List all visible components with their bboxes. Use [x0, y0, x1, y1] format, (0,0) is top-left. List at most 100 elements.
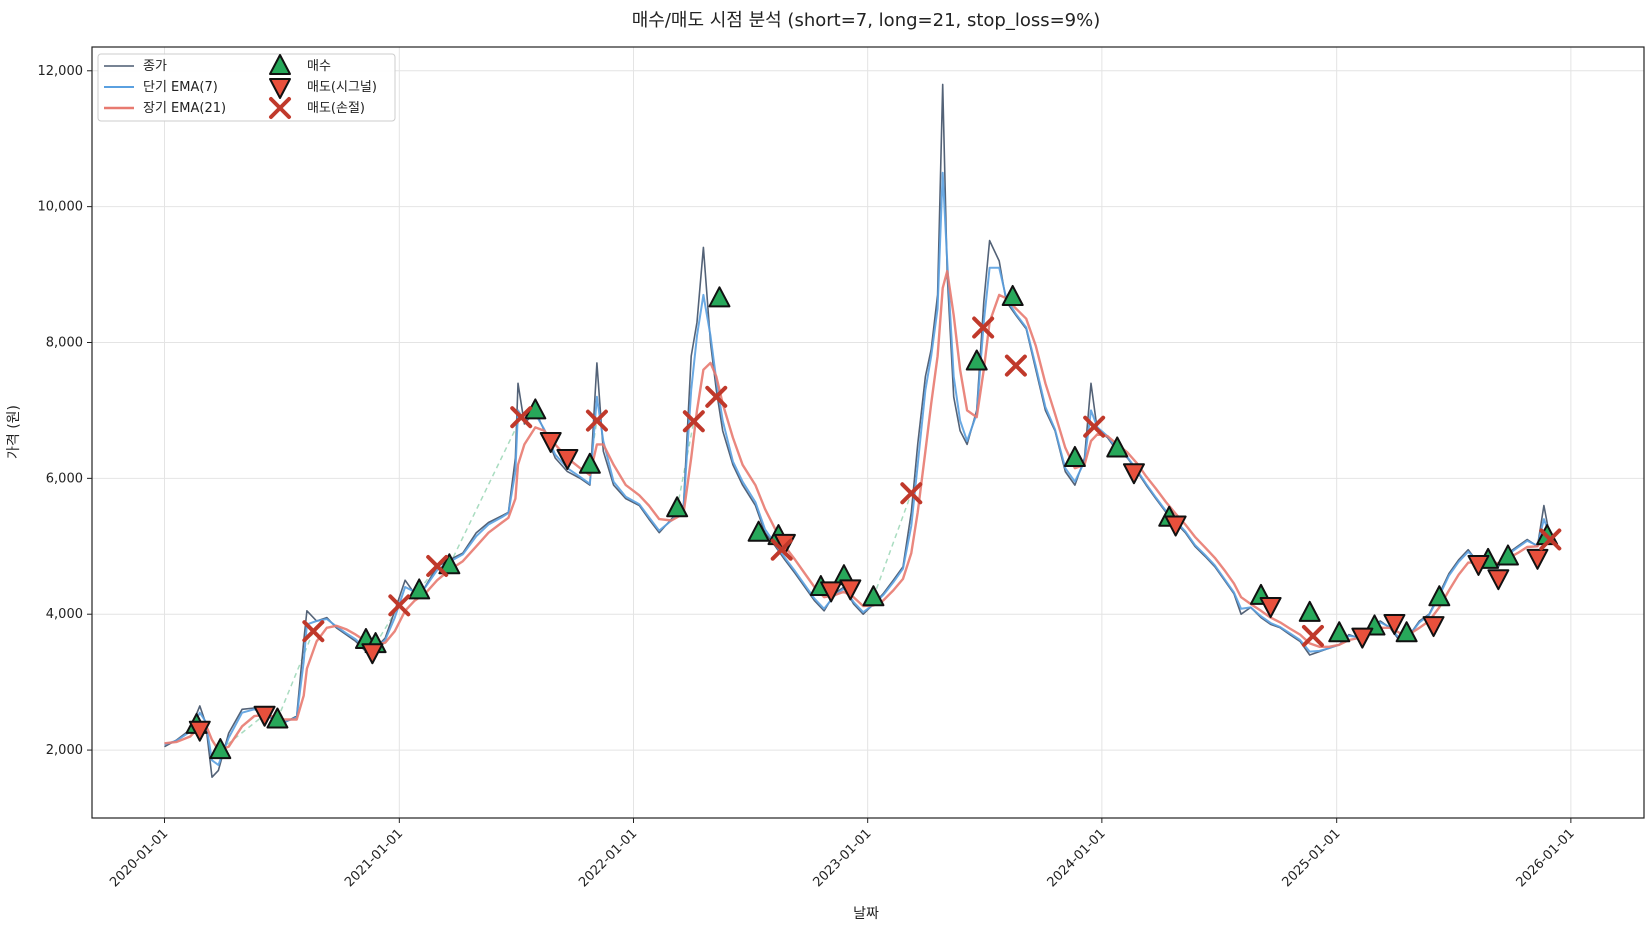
sell-signal-marker — [188, 720, 211, 742]
legend-label: 매도(손절) — [307, 101, 365, 116]
sell-signal-marker — [539, 431, 562, 453]
cross-stroke — [269, 97, 291, 119]
cross-stroke — [972, 316, 995, 339]
y-tick-label: 2,000 — [46, 743, 83, 758]
legend-box — [97, 53, 396, 122]
x-tick-label: 2025-01-01 — [1279, 826, 1343, 890]
cross-stroke — [302, 620, 325, 643]
sell-signal-marker — [1526, 548, 1549, 570]
series-lines — [164, 83, 1552, 779]
stop-loss-marker — [972, 316, 995, 339]
x-axis-title: 날짜 — [853, 906, 879, 922]
x-tick-label: 2020-01-01 — [107, 826, 171, 890]
stop-loss-marker — [1004, 354, 1027, 377]
sell-signal-marker — [1351, 627, 1374, 649]
trade-link — [872, 493, 913, 598]
stop-loss-marker — [1083, 415, 1106, 438]
stop-loss-marker — [510, 406, 533, 429]
cross-stroke — [1083, 415, 1106, 438]
y-tick-label: 10,000 — [38, 200, 84, 215]
legend-label: 종가 — [143, 59, 167, 74]
axis-ticks: 2,000 4,000 6,000 8,000 10,000 12,000 2020-01-… — [38, 64, 1578, 890]
cross-stroke — [388, 594, 411, 617]
legend-sell-swatch — [269, 78, 291, 99]
legend-label: 매수 — [307, 59, 331, 74]
buy-marker — [209, 738, 232, 760]
buy-marker — [1496, 544, 1519, 566]
y-tick-label: 6,000 — [46, 471, 83, 486]
cross-stroke — [1301, 624, 1324, 647]
cross-stroke — [426, 554, 449, 577]
buy-marker — [1106, 436, 1129, 458]
trade-markers — [185, 284, 1562, 760]
sell-signal-marker — [820, 581, 843, 603]
cross-stroke — [682, 410, 705, 433]
legend-label: 매도(시그널) — [307, 80, 377, 95]
sell-signal-marker — [253, 705, 276, 727]
buy-marker — [1001, 284, 1024, 306]
y-tick-label: 12,000 — [38, 64, 84, 79]
buy-marker — [408, 578, 431, 600]
cross-stroke — [1004, 354, 1027, 377]
ema-long-line — [164, 270, 1551, 752]
sell-signal-marker — [1122, 463, 1145, 485]
y-tick-label: 8,000 — [46, 335, 83, 350]
buy-marker — [1063, 445, 1086, 467]
sell-signal-marker — [556, 448, 579, 470]
cross-stroke — [1539, 528, 1562, 551]
buy-marker — [708, 286, 731, 308]
buy-marker — [747, 520, 770, 542]
x-tick-label: 2023-01-01 — [810, 826, 874, 890]
stop-loss-marker — [302, 620, 325, 643]
cross-stroke — [900, 482, 923, 505]
trade-link — [276, 630, 315, 720]
x-tick-label: 2026-01-01 — [1514, 826, 1578, 890]
cross-stroke — [770, 538, 793, 561]
legend-buy-swatch — [269, 54, 291, 75]
ema-short-line — [164, 171, 1552, 766]
buy-marker — [1298, 600, 1321, 622]
sell-signal-marker — [839, 579, 862, 601]
stop-loss-marker — [900, 482, 923, 505]
sell-signal-marker — [1259, 597, 1282, 619]
x-tick-label: 2022-01-01 — [576, 826, 640, 890]
trade-link — [676, 421, 695, 509]
sell-signal-marker — [1487, 569, 1510, 591]
trade-link — [219, 714, 266, 751]
y-axis-title: 가격 (원) — [6, 405, 22, 459]
buy-marker — [578, 452, 601, 474]
cross-stroke — [510, 406, 533, 429]
legend-stop-swatch — [269, 97, 291, 119]
sell-signal-marker — [1383, 614, 1406, 636]
cross-stroke — [585, 409, 608, 432]
stop-loss-marker — [682, 410, 705, 433]
stop-loss-marker — [585, 409, 608, 432]
stop-loss-marker — [705, 385, 728, 408]
close-price-line — [164, 83, 1552, 779]
legend-label: 장기 EMA(21) — [143, 101, 226, 116]
buy-marker — [965, 349, 988, 371]
buy-marker — [1328, 621, 1351, 643]
grid — [92, 47, 1644, 818]
stop-loss-marker — [426, 554, 449, 577]
legend-label: 단기 EMA(7) — [143, 80, 218, 95]
buy-marker — [438, 553, 461, 575]
trade-link — [448, 416, 522, 566]
buy-marker — [1395, 621, 1418, 643]
stop-loss-marker — [388, 594, 411, 617]
sell-signal-marker — [1467, 554, 1490, 576]
cross-stroke — [705, 385, 728, 408]
y-tick-label: 4,000 — [46, 607, 83, 622]
chart-title: 매수/매도 시점 분석 (short=7, long=21, stop_loss… — [632, 10, 1101, 31]
sell-signal-marker — [1164, 515, 1187, 537]
sell-signal-marker — [1422, 616, 1445, 638]
stop-loss-marker — [1301, 624, 1324, 647]
buy-marker — [266, 707, 289, 729]
stop-loss-marker — [1539, 528, 1562, 551]
buy-marker — [666, 496, 689, 518]
buy-marker — [1428, 585, 1451, 607]
x-tick-label: 2021-01-01 — [342, 826, 406, 890]
x-tick-label: 2024-01-01 — [1045, 826, 1109, 890]
